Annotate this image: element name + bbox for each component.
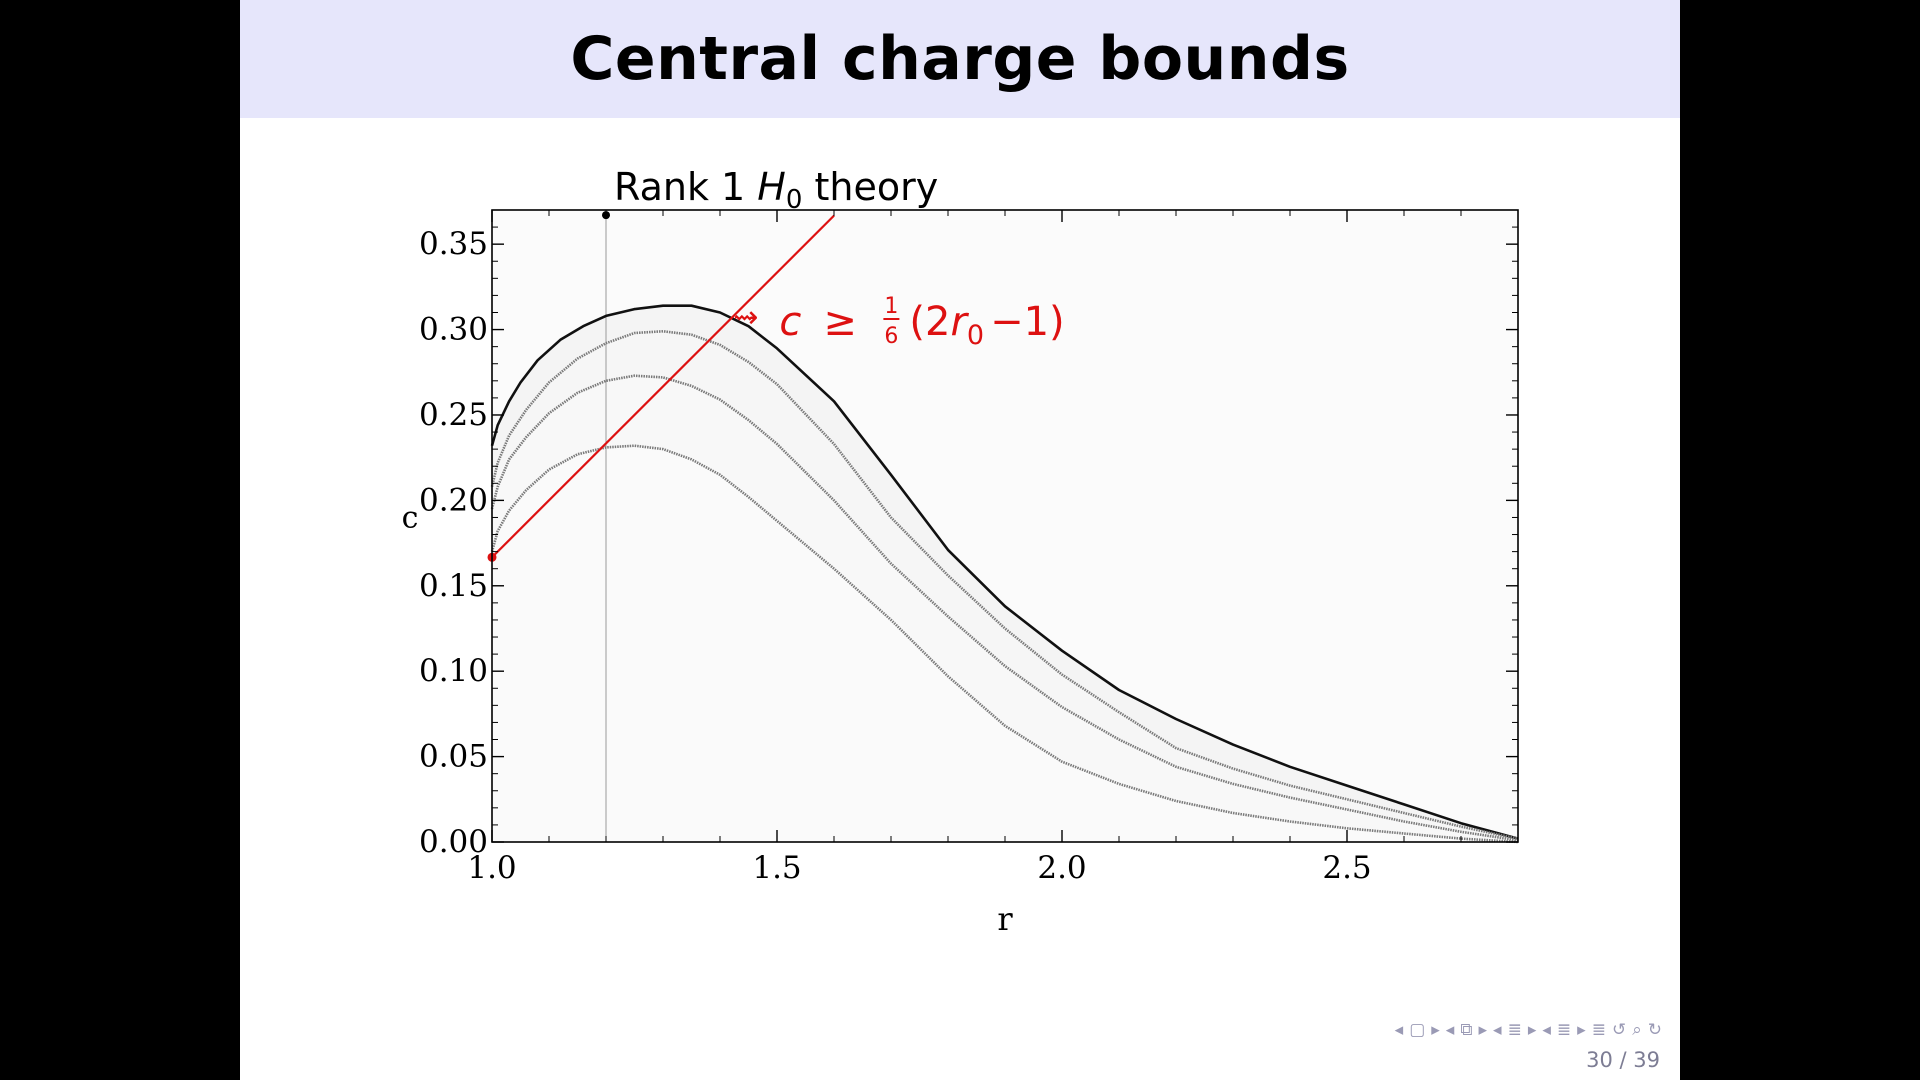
x-tick-label: 1.0 <box>467 850 516 886</box>
series-line-2 <box>490 330 1519 840</box>
annotation-tail: −1) <box>990 299 1065 345</box>
slide-next-icon[interactable]: ▸ <box>1577 1020 1586 1040</box>
beamer-navigation[interactable]: ◂ ▢ ▸ ◂ ⧉ ▸ ◂ ≣ ▸ ◂ ≣ ▸ ≣ ↺ ⌕ ↻ <box>1395 1020 1662 1040</box>
y-tick-label: 0.00 <box>419 824 488 860</box>
slide-icon[interactable]: ≣ <box>1556 1020 1572 1040</box>
bound-line <box>491 214 835 559</box>
subsection-prev-icon[interactable]: ◂ <box>1445 1020 1455 1040</box>
y-tick-label: 0.05 <box>419 739 488 775</box>
frame-next-icon[interactable]: ▸ <box>1431 1020 1440 1040</box>
y-tick-label: 0.35 <box>419 226 488 262</box>
chart-title-pre: Rank 1 <box>614 165 757 209</box>
chart: 1.0 1.5 2.0 2.5 0.00 0.05 0.10 0.15 0.20 0.25 0.3… <box>402 165 1519 938</box>
y-tick-label: 0.20 <box>419 482 488 518</box>
y-tick-label: 0.15 <box>419 568 488 604</box>
annotation-paren: (2 <box>909 299 950 345</box>
annotation-relation: ≥ <box>823 299 857 345</box>
annotation-fraction-denominator: 6 <box>884 324 898 349</box>
chart-title: Rank 1 H0 theory <box>614 165 938 215</box>
title-bar: Central charge bounds <box>240 0 1680 118</box>
section-prev-icon[interactable]: ◂ <box>1493 1020 1502 1040</box>
page-number: 30 / 39 <box>1586 1048 1660 1072</box>
slide-prev-icon[interactable]: ◂ <box>1542 1020 1551 1040</box>
annotation-fraction-numerator: 1 <box>884 294 898 319</box>
chart-title-sub: 0 <box>786 185 803 215</box>
frame-icon[interactable]: ▢ <box>1409 1020 1426 1040</box>
y-tick-label: 0.30 <box>419 312 488 348</box>
series-lines <box>490 304 1519 844</box>
align-icon[interactable]: ≣ <box>1591 1020 1606 1040</box>
annotation-arrow: ⇝ <box>733 300 758 335</box>
section-next-icon[interactable]: ▸ <box>1527 1020 1537 1040</box>
x-tick-label: 1.5 <box>752 850 801 886</box>
series-line-4 <box>490 444 1519 844</box>
y-tick-label: 0.25 <box>419 397 488 433</box>
chart-title-post: theory <box>802 165 938 209</box>
y-tick-labels: 0.00 0.05 0.10 0.15 0.20 0.25 0.30 0.35 <box>419 226 488 860</box>
subsection-next-icon[interactable]: ▸ <box>1478 1020 1488 1040</box>
y-tick-label: 0.10 <box>419 653 488 689</box>
frame-prev-icon[interactable]: ◂ <box>1394 1020 1404 1040</box>
slide-title: Central charge bounds <box>570 24 1350 94</box>
section-icon[interactable]: ≣ <box>1507 1020 1522 1040</box>
annotation-var: r <box>950 299 969 345</box>
x-axis-label: r <box>997 900 1013 938</box>
annotation-sub: 0 <box>967 320 984 351</box>
x-tick-labels: 1.0 1.5 2.0 2.5 <box>467 850 1371 886</box>
annotation-expression: (2r0 −1) <box>909 299 1064 351</box>
forward-icon[interactable]: ↻ <box>1647 1020 1662 1040</box>
series-fill-4 <box>492 445 1518 842</box>
slide: Central charge bounds 1.0 1.5 2.0 2.5 0.00 0… <box>240 0 1680 1080</box>
axis-ticks <box>491 209 1519 843</box>
annotation-lhs: c <box>779 299 801 345</box>
series-line-3 <box>490 374 1519 842</box>
y-axis-label: c <box>402 500 419 535</box>
series-line-1 <box>490 304 1519 840</box>
back-icon[interactable]: ↺ <box>1611 1020 1627 1040</box>
chart-title-var: H <box>757 165 786 209</box>
bound-annotation: ⇝ c ≥ 1 6 (2r0 −1) <box>733 294 1064 351</box>
x-tick-label: 2.0 <box>1037 850 1086 886</box>
x-tick-label: 2.5 <box>1322 850 1371 886</box>
search-icon[interactable]: ⌕ <box>1632 1020 1642 1040</box>
area-fills <box>492 305 1518 842</box>
subsection-icon[interactable]: ⧉ <box>1460 1020 1473 1040</box>
